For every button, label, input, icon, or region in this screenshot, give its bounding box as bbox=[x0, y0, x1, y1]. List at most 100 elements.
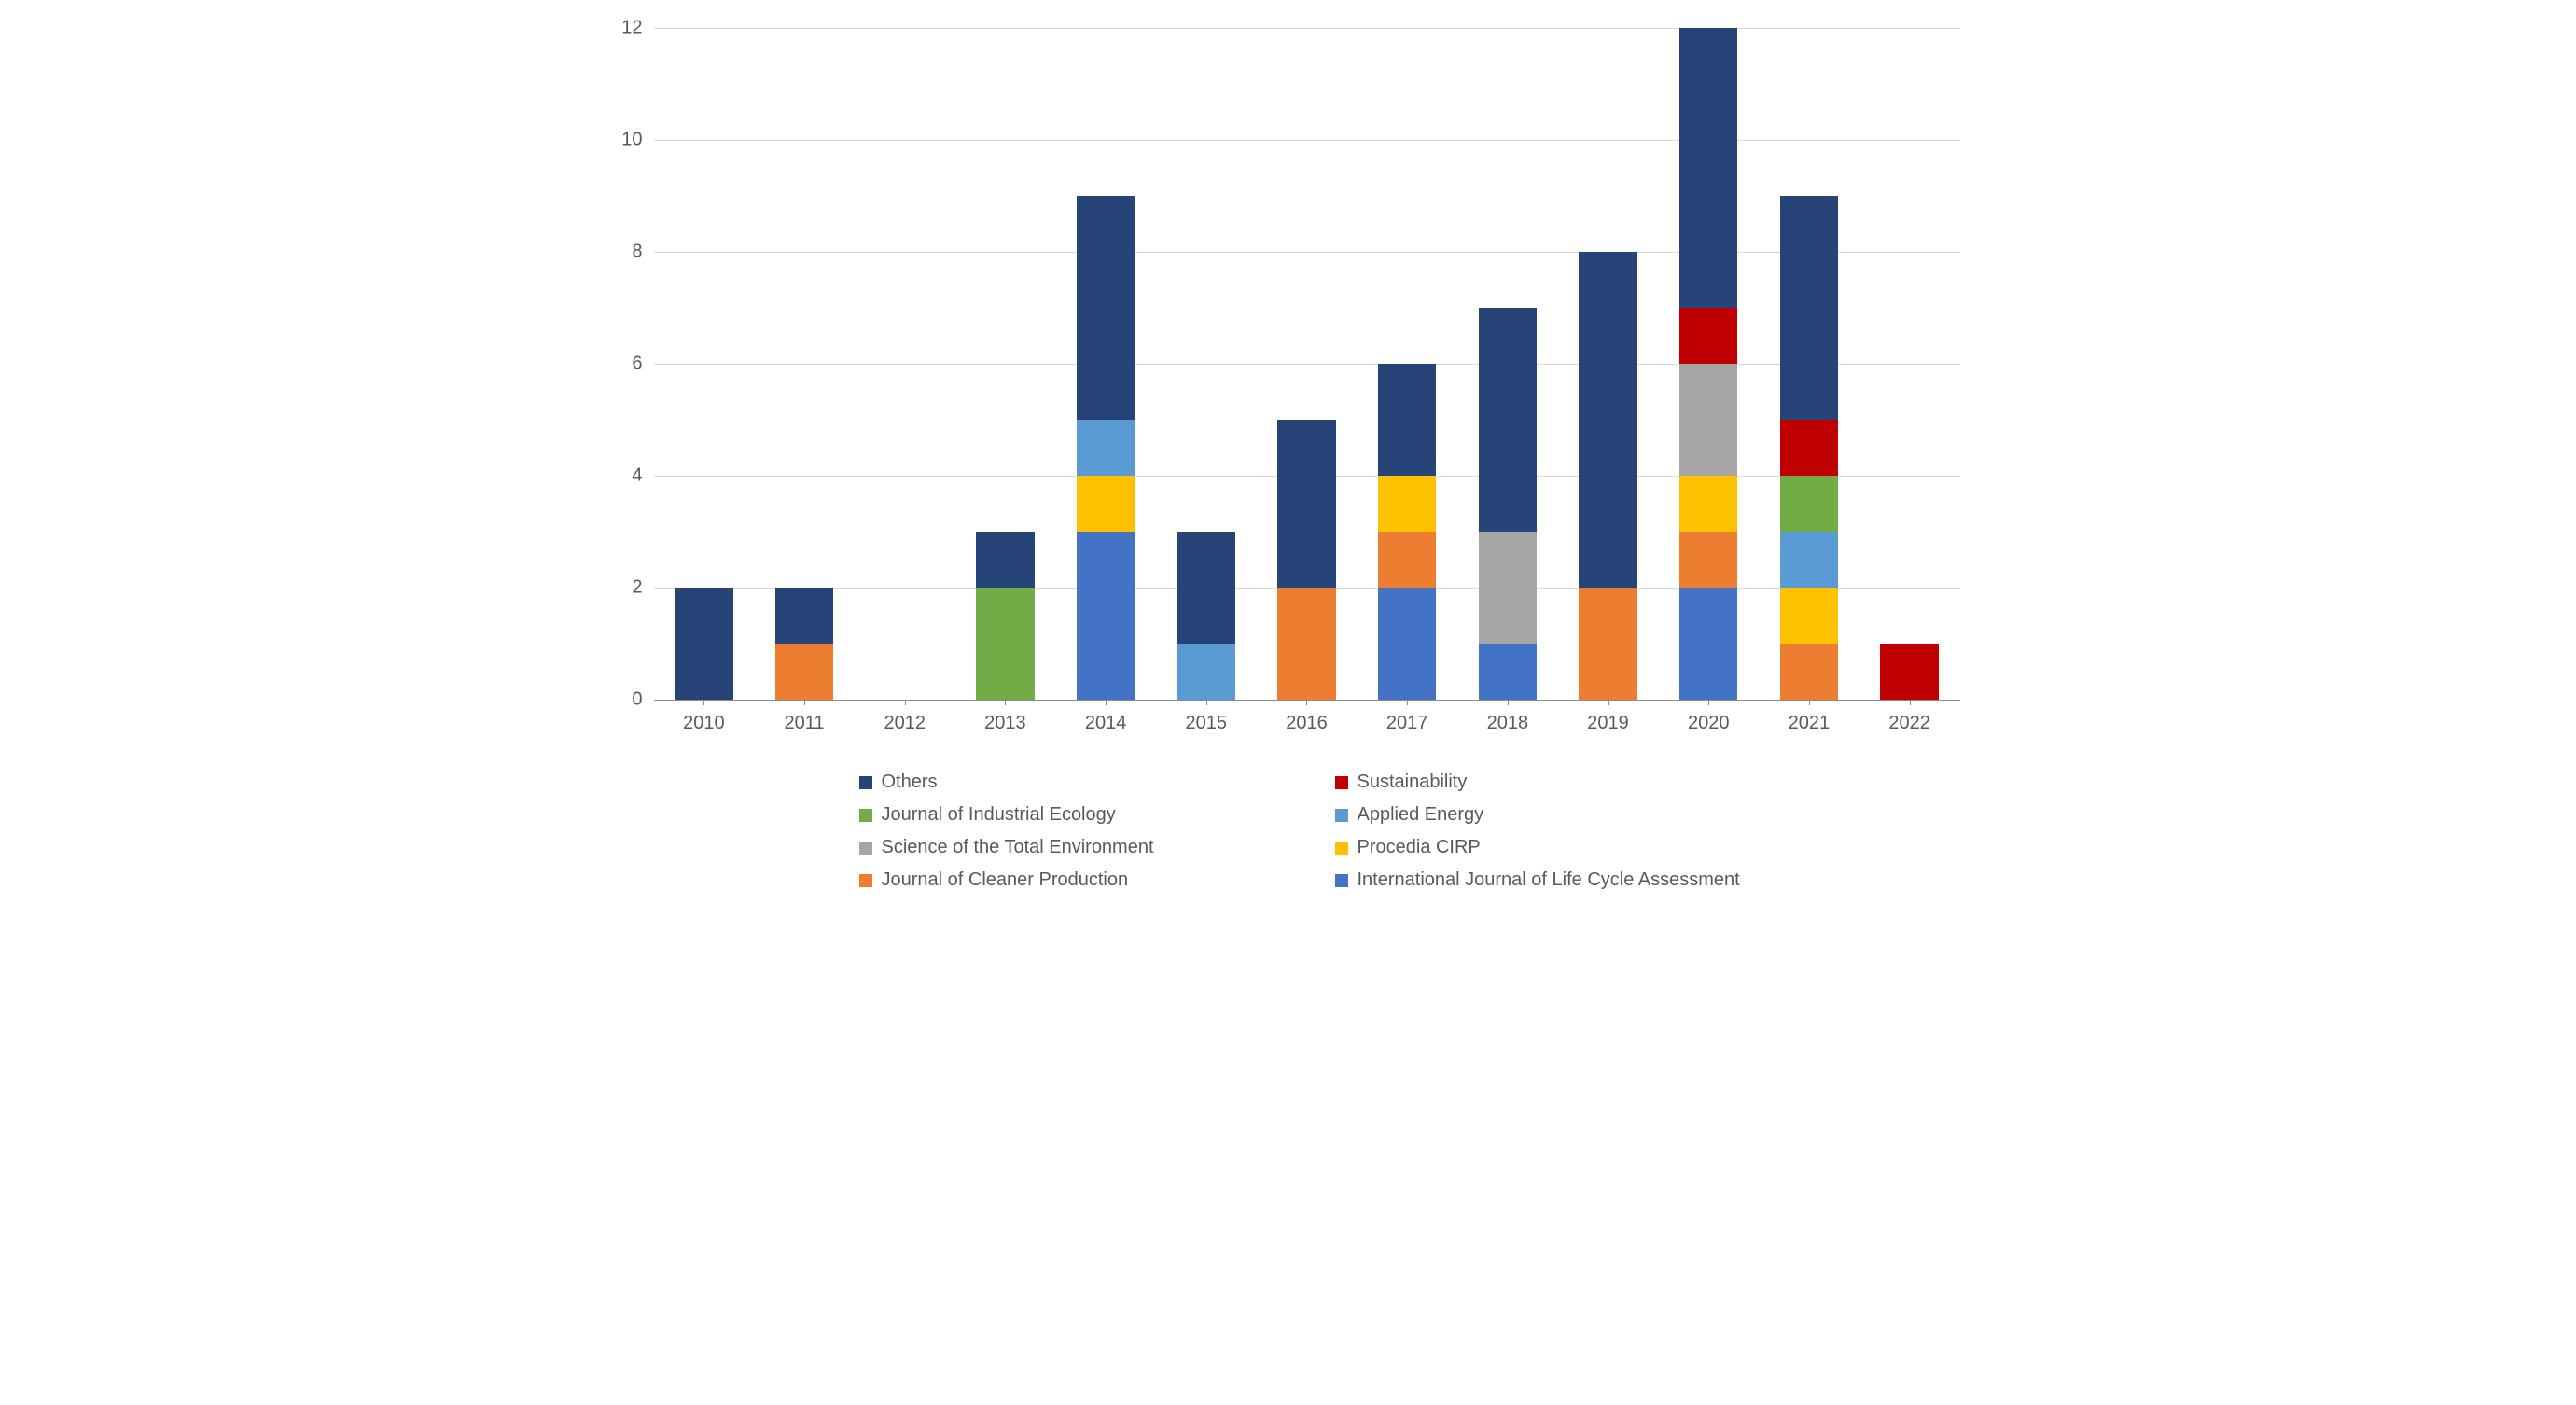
legend-label: Procedia CIRP bbox=[1358, 837, 1481, 858]
bar-segment-others bbox=[1780, 196, 1838, 420]
y-tick-label: 0 bbox=[632, 689, 653, 711]
bar bbox=[1479, 308, 1537, 700]
bar-segment-others bbox=[976, 532, 1034, 588]
legend-swatch bbox=[1335, 809, 1348, 822]
legend-swatch bbox=[1335, 874, 1348, 887]
bar-slot bbox=[855, 28, 955, 700]
y-tick-label: 10 bbox=[621, 130, 653, 151]
bar-segment-cirp bbox=[1780, 588, 1838, 644]
y-tick-label: 6 bbox=[632, 354, 653, 375]
bar-segment-ijlca bbox=[1679, 588, 1737, 700]
bar-slot bbox=[1658, 28, 1759, 700]
legend: Others Sustainability Journal of Industria… bbox=[859, 772, 1774, 891]
bar bbox=[1880, 644, 1938, 700]
x-tick bbox=[1407, 700, 1408, 705]
x-tick bbox=[1809, 700, 1810, 705]
legend-label: Sustainability bbox=[1358, 772, 1468, 793]
legend-label: Applied Energy bbox=[1358, 804, 1484, 826]
legend-swatch bbox=[859, 842, 872, 855]
stacked-bar-chart: 024681012 201020112012201320142015201620… bbox=[589, 19, 1988, 900]
x-tick bbox=[1608, 700, 1609, 705]
legend-swatch bbox=[859, 776, 872, 789]
plot-area: 024681012 bbox=[654, 28, 1960, 700]
y-tick-label: 8 bbox=[632, 242, 653, 263]
x-tick bbox=[1910, 700, 1911, 705]
bar-segment-sus bbox=[1880, 644, 1938, 700]
bar-segment-cirp bbox=[1378, 476, 1436, 532]
bar-slot bbox=[1357, 28, 1457, 700]
bar-slot bbox=[1156, 28, 1257, 700]
legend-label: Journal of Industrial Ecology bbox=[882, 804, 1116, 826]
bar bbox=[1579, 252, 1636, 700]
legend-item-sus: Sustainability bbox=[1335, 772, 1774, 793]
bar-slot bbox=[955, 28, 1056, 700]
bar-segment-others bbox=[675, 588, 732, 700]
legend-label: Journal of Cleaner Production bbox=[882, 869, 1129, 891]
bar-slot bbox=[1257, 28, 1358, 700]
legend-item-ijlca: International Journal of Life Cycle Asse… bbox=[1335, 869, 1774, 891]
x-tick bbox=[1206, 700, 1207, 705]
bar bbox=[1077, 196, 1135, 700]
x-tick bbox=[1508, 700, 1509, 705]
legend-swatch bbox=[859, 874, 872, 887]
bar-segment-ae bbox=[1177, 644, 1235, 700]
bar-segment-others bbox=[1077, 196, 1135, 420]
x-tick bbox=[1708, 700, 1709, 705]
y-tick-label: 4 bbox=[632, 466, 653, 487]
x-tick bbox=[703, 700, 704, 705]
bar bbox=[1780, 196, 1838, 700]
legend-label: Science of the Total Environment bbox=[882, 837, 1154, 858]
x-tick bbox=[1306, 700, 1307, 705]
bar-segment-ijlca bbox=[1077, 532, 1135, 700]
bar-segment-jcp bbox=[775, 644, 833, 700]
bar-slot bbox=[754, 28, 855, 700]
bar-segment-jie bbox=[976, 588, 1034, 700]
bar-segment-ijlca bbox=[1479, 644, 1537, 700]
bar-slot bbox=[1457, 28, 1558, 700]
bar-segment-jcp bbox=[1679, 532, 1737, 588]
bar-segment-sus bbox=[1780, 420, 1838, 476]
legend-item-ste: Science of the Total Environment bbox=[859, 837, 1298, 858]
bar-segment-sus bbox=[1679, 308, 1737, 364]
y-tick-label: 12 bbox=[621, 18, 653, 39]
x-tick bbox=[1005, 700, 1006, 705]
x-tick bbox=[905, 700, 906, 705]
bar-segment-jcp bbox=[1378, 532, 1436, 588]
bar-slot bbox=[1055, 28, 1156, 700]
bar bbox=[675, 588, 732, 700]
bar bbox=[976, 532, 1034, 700]
bar-segment-others bbox=[1579, 252, 1636, 588]
bar-segment-jcp bbox=[1277, 588, 1335, 700]
bar-segment-jie bbox=[1780, 476, 1838, 532]
legend-item-ae: Applied Energy bbox=[1335, 804, 1774, 826]
legend-item-cirp: Procedia CIRP bbox=[1335, 837, 1774, 858]
bar-segment-others bbox=[1277, 420, 1335, 588]
bar bbox=[1378, 364, 1436, 700]
bar-segment-cirp bbox=[1077, 476, 1135, 532]
bar-segment-others bbox=[775, 588, 833, 644]
legend-label: Others bbox=[882, 772, 938, 793]
legend-item-jcp: Journal of Cleaner Production bbox=[859, 869, 1298, 891]
bar-segment-jcp bbox=[1780, 644, 1838, 700]
bar bbox=[775, 588, 833, 700]
bar bbox=[1177, 532, 1235, 700]
bar-segment-others bbox=[1479, 308, 1537, 532]
bar-segment-ste bbox=[1679, 364, 1737, 476]
bar-slot bbox=[1558, 28, 1659, 700]
bar-slot bbox=[1759, 28, 1859, 700]
bar-segment-ijlca bbox=[1378, 588, 1436, 700]
bar-segment-ae bbox=[1780, 532, 1838, 588]
legend-item-others: Others bbox=[859, 772, 1298, 793]
bar-slot bbox=[654, 28, 755, 700]
bar bbox=[1277, 420, 1335, 700]
bar bbox=[1679, 28, 1737, 700]
legend-item-jie: Journal of Industrial Ecology bbox=[859, 804, 1298, 826]
legend-label: International Journal of Life Cycle Asse… bbox=[1358, 869, 1740, 891]
legend-swatch bbox=[1335, 776, 1348, 789]
legend-swatch bbox=[859, 809, 872, 822]
legend-swatch bbox=[1335, 842, 1348, 855]
x-tick bbox=[804, 700, 805, 705]
bar-segment-ae bbox=[1077, 420, 1135, 476]
bar-segment-jcp bbox=[1579, 588, 1636, 700]
bar-segment-cirp bbox=[1679, 476, 1737, 532]
